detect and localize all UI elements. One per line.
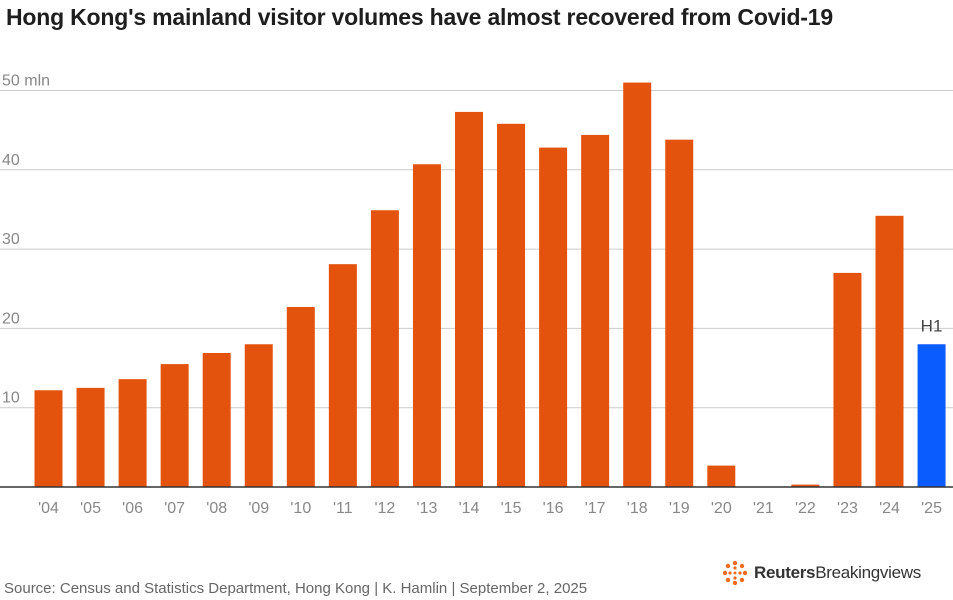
x-tick-label: '14 <box>459 500 480 517</box>
x-tick-label: '24 <box>879 500 900 517</box>
bar <box>497 123 526 487</box>
bar <box>34 390 63 487</box>
x-tick-label: '22 <box>795 500 816 517</box>
bar <box>791 484 820 487</box>
bar <box>455 111 483 487</box>
chart-title: Hong Kong's mainland visitor volumes hav… <box>6 4 833 30</box>
x-tick-label: '06 <box>122 500 143 517</box>
brand-name: Reuters <box>754 563 816 582</box>
bar <box>286 306 315 487</box>
y-tick-label: 50 mln <box>2 73 50 90</box>
bar <box>875 215 904 487</box>
x-tick-label: '09 <box>248 500 269 517</box>
bar <box>539 147 568 487</box>
x-tick-label: '12 <box>374 500 395 517</box>
bar <box>833 272 862 487</box>
bar <box>665 139 694 487</box>
x-tick-label: '08 <box>206 500 227 517</box>
x-tick-label: '18 <box>627 500 648 517</box>
y-tick-label: 10 <box>2 390 20 407</box>
y-tick-label: 30 <box>2 231 20 248</box>
bar <box>581 134 610 487</box>
bar <box>623 82 652 487</box>
bar-annotation: H1 <box>921 316 943 335</box>
bar <box>202 352 231 487</box>
bar <box>412 164 441 487</box>
x-tick-label: '23 <box>837 500 858 517</box>
y-tick-label: 40 <box>2 152 20 169</box>
bar <box>917 344 946 487</box>
bar-chart: 10 20 30 40 50 mln '04 '05 '06 '07 '08 '09 '10 '11 '1… <box>0 73 953 517</box>
bar <box>328 264 357 487</box>
x-tick-label: '05 <box>80 500 101 517</box>
x-tick-label: '20 <box>711 500 732 517</box>
source-note: Source: Census and Statistics Department… <box>4 580 588 597</box>
bar <box>76 387 105 487</box>
x-tick-label: '15 <box>501 500 522 517</box>
y-tick-label: 20 <box>2 310 20 327</box>
bar <box>707 465 736 487</box>
bar <box>244 344 273 487</box>
x-tick-label: '10 <box>290 500 311 517</box>
bar <box>118 379 147 487</box>
bar <box>370 210 399 488</box>
x-tick-label: '17 <box>585 500 606 517</box>
x-tick-label: '21 <box>753 500 774 517</box>
x-tick-label: '25 <box>921 500 942 517</box>
brand-product: Breakingviews <box>815 563 921 582</box>
x-tick-label: '04 <box>38 500 59 517</box>
x-tick-label: '19 <box>669 500 690 517</box>
x-tick-label: '13 <box>417 500 438 517</box>
x-tick-label: '16 <box>543 500 564 517</box>
reuters-breakingviews-logo: Reuters Breakingviews <box>722 560 921 586</box>
x-tick-label: '11 <box>333 500 353 517</box>
x-tick-label: '07 <box>164 500 185 517</box>
reuters-dot-logo-icon <box>722 560 748 586</box>
bar <box>160 364 189 487</box>
